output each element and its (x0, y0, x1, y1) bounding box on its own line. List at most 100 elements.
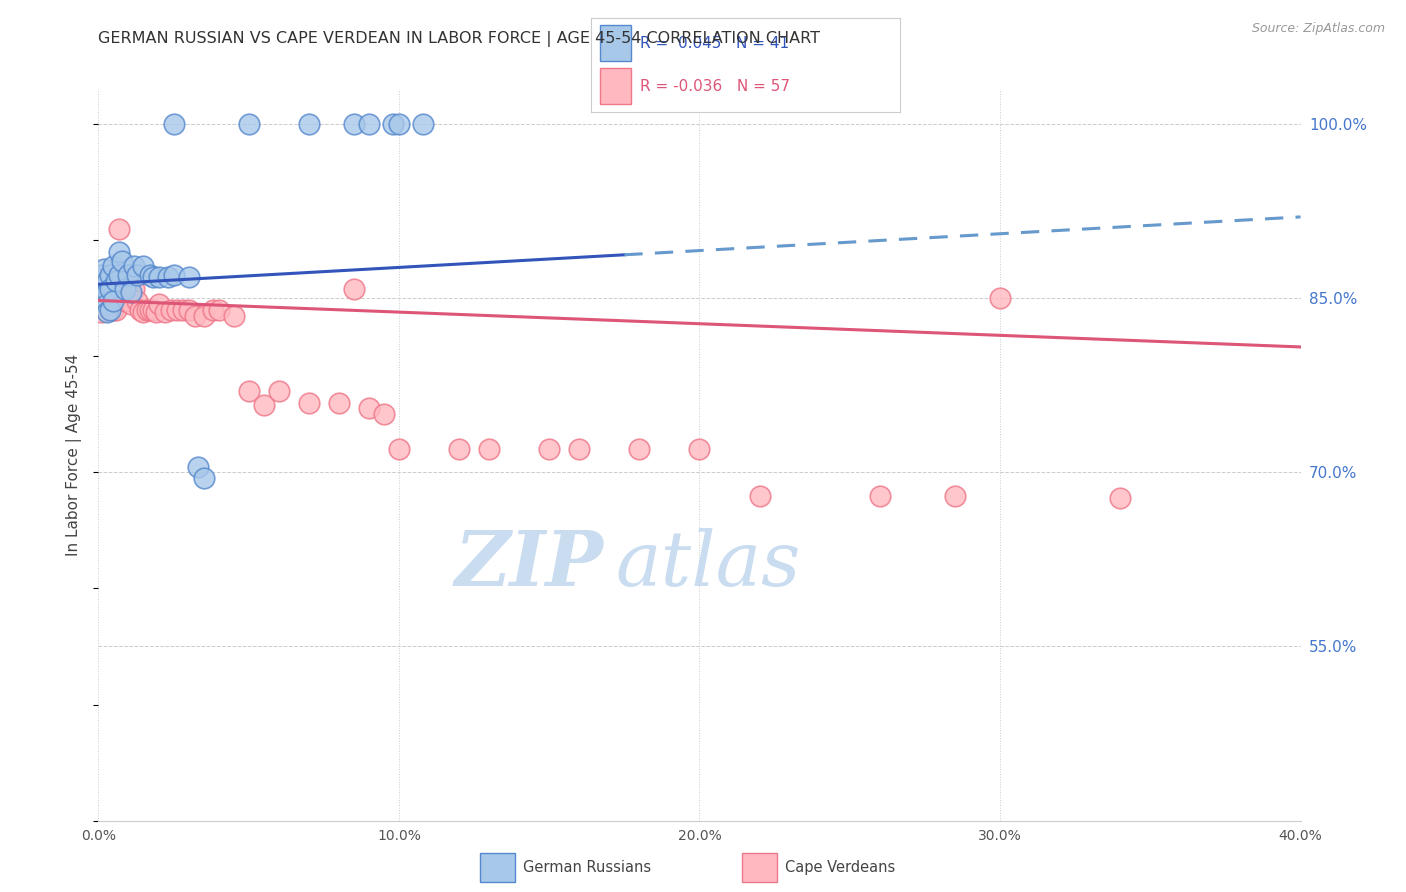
FancyBboxPatch shape (600, 25, 631, 61)
Point (105, 274, 128, 288)
Point (93, 277, 115, 292)
Point (172, 302, 194, 317)
Point (93, 293, 115, 308)
Y-axis label: In Labor Force | Age 45-54: In Labor Force | Age 45-54 (66, 354, 83, 556)
Point (357, 117, 380, 131)
Point (129, 302, 152, 317)
Point (148, 270, 170, 285)
Point (127, 293, 149, 308)
Point (90, 293, 112, 308)
Point (96, 297, 118, 311)
FancyBboxPatch shape (742, 854, 776, 881)
Point (253, 398, 276, 412)
Point (538, 442, 561, 456)
Point (108, 221, 131, 235)
Point (267, 384, 290, 398)
Point (628, 442, 651, 456)
Point (193, 309, 215, 323)
Point (111, 285, 134, 300)
FancyBboxPatch shape (479, 854, 515, 881)
Point (132, 259, 155, 273)
Point (148, 297, 170, 311)
Point (90, 282, 112, 296)
Point (373, 407, 395, 421)
Point (162, 268, 184, 282)
Point (201, 302, 224, 317)
Text: atlas: atlas (616, 528, 800, 601)
Text: R =  0.045   N = 41: R = 0.045 N = 41 (640, 36, 789, 51)
Point (145, 305, 167, 319)
Point (90, 279, 112, 293)
Point (689, 442, 711, 456)
Point (328, 395, 350, 409)
Point (96, 285, 118, 300)
Point (96, 305, 118, 319)
Point (943, 489, 966, 503)
Point (132, 305, 155, 319)
Point (208, 302, 231, 317)
Point (238, 384, 260, 398)
Point (105, 282, 128, 296)
Point (108, 268, 131, 282)
Point (100, 302, 122, 317)
Point (388, 442, 411, 456)
Point (121, 297, 143, 311)
Point (114, 282, 136, 296)
Point (153, 305, 176, 319)
Point (127, 268, 149, 282)
Point (117, 268, 139, 282)
Point (138, 268, 160, 282)
Point (93, 262, 115, 277)
Point (124, 282, 146, 296)
Point (103, 277, 125, 292)
Point (100, 268, 122, 282)
Point (103, 259, 125, 273)
Point (96, 268, 118, 282)
Point (100, 282, 122, 296)
Point (111, 254, 134, 268)
Point (141, 270, 163, 285)
Point (100, 282, 122, 296)
Point (103, 302, 125, 317)
Point (100, 302, 122, 317)
Text: Source: ZipAtlas.com: Source: ZipAtlas.com (1251, 22, 1385, 36)
Point (388, 117, 411, 131)
Point (108, 244, 131, 259)
Point (187, 459, 209, 474)
Point (748, 489, 770, 503)
Point (183, 309, 205, 323)
Point (96, 285, 118, 300)
Point (124, 259, 146, 273)
Text: Cape Verdeans: Cape Verdeans (785, 860, 894, 875)
Point (343, 117, 366, 131)
Point (177, 302, 200, 317)
Point (90, 268, 112, 282)
Point (222, 309, 245, 323)
Point (93, 293, 115, 308)
Point (193, 471, 215, 485)
Point (357, 401, 380, 416)
Point (447, 442, 470, 456)
Point (90, 305, 112, 319)
Point (114, 293, 136, 308)
Point (96, 274, 118, 288)
Point (103, 293, 125, 308)
Point (156, 270, 179, 285)
Point (117, 285, 139, 300)
Point (159, 302, 181, 317)
Point (298, 395, 321, 409)
Point (138, 302, 160, 317)
Text: R = -0.036   N = 57: R = -0.036 N = 57 (640, 78, 790, 94)
Text: GERMAN RUSSIAN VS CAPE VERDEAN IN LABOR FORCE | AGE 45-54 CORRELATION CHART: GERMAN RUSSIAN VS CAPE VERDEAN IN LABOR … (98, 31, 821, 47)
Point (869, 489, 891, 503)
Point (166, 302, 188, 317)
Point (162, 117, 184, 131)
Point (238, 117, 260, 131)
Text: German Russians: German Russians (523, 860, 651, 875)
Point (568, 442, 591, 456)
Point (381, 117, 404, 131)
Point (93, 279, 115, 293)
Point (1109, 491, 1132, 505)
Point (177, 270, 200, 285)
Point (121, 285, 143, 300)
